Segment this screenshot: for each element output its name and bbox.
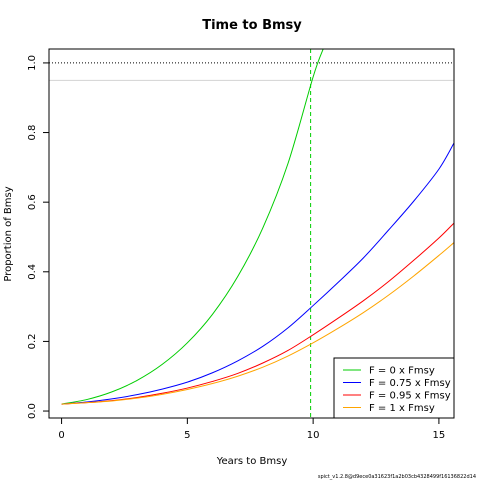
footnote: spict_v1.2.8@d9ece0a31623f1a2b03cb432849… (318, 474, 476, 480)
x-tick-label: 0 (58, 430, 64, 441)
y-tick-label: 0.8 (27, 125, 38, 141)
series-line-4 (61, 242, 454, 405)
y-tick-label: 0.0 (27, 403, 38, 419)
y-tick-label: 1.0 (27, 55, 38, 71)
series-line-1 (61, 49, 324, 405)
y-axis-label: Proportion of Bmsy (3, 186, 14, 281)
legend-label: F = 0.95 x Fmsy (369, 391, 451, 402)
series-line-3 (61, 222, 454, 405)
y-tick-label: 0.4 (27, 264, 38, 280)
y-tick-label: 0.2 (27, 333, 38, 349)
legend-label: F = 0 x Fmsy (369, 366, 435, 377)
chart-title: Time to Bmsy (202, 18, 302, 33)
legend-label: F = 1 x Fmsy (369, 403, 435, 414)
series-line-2 (61, 142, 454, 405)
x-axis: 0 5 10 15 (58, 418, 445, 441)
x-tick-label: 5 (184, 430, 190, 441)
y-axis: 0.0 0.2 0.4 0.6 0.8 1.0 (27, 55, 49, 419)
y-tick-label: 0.6 (27, 194, 38, 210)
plot-frame (48, 48, 455, 419)
x-tick-label: 10 (307, 430, 320, 441)
x-tick-label: 15 (433, 430, 446, 441)
legend-label: F = 0.75 x Fmsy (369, 378, 451, 389)
x-axis-label: Years to Bmsy (216, 456, 288, 467)
